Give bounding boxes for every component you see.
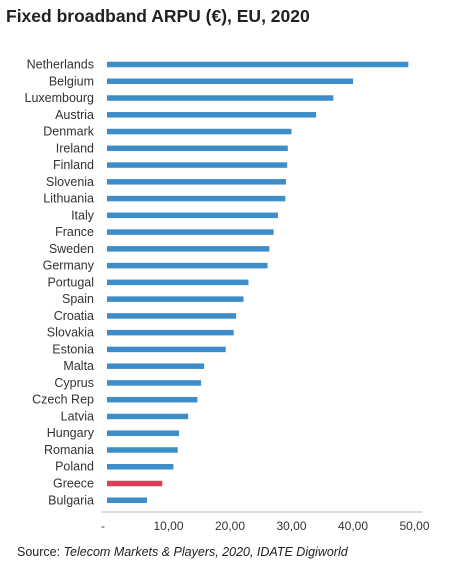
category-label-luxembourg: Luxembourg: [25, 91, 95, 105]
bar-romania: [107, 447, 178, 453]
category-label-portugal: Portugal: [47, 275, 94, 289]
bar-france: [107, 229, 274, 235]
bars: [107, 61, 409, 504]
bar-germany: [107, 262, 268, 269]
bar-poland: [107, 463, 174, 470]
bar-malta: [107, 363, 205, 369]
category-label-belgium: Belgium: [49, 74, 94, 88]
category-label-spain: Spain: [62, 292, 94, 306]
bar-lithuania: [107, 195, 286, 202]
category-label-latvia: Latvia: [61, 409, 94, 423]
category-label-sweden: Sweden: [49, 242, 94, 256]
bar-slovakia: [107, 329, 234, 336]
category-label-denmark: Denmark: [43, 125, 94, 139]
bar-hungary: [107, 430, 179, 436]
category-label-slovenia: Slovenia: [46, 175, 94, 189]
x-tick-label: 50,00: [399, 519, 429, 533]
bar-ireland: [107, 145, 288, 152]
x-tick-label: 40,00: [338, 519, 368, 533]
category-label-croatia: Croatia: [54, 309, 94, 323]
category-label-bulgaria: Bulgaria: [48, 493, 94, 507]
category-label-greece: Greece: [53, 477, 94, 491]
x-tick-labels: - 10,00 20,00 30,00 40,00 50,00: [101, 519, 430, 533]
source-prefix: Source:: [17, 545, 64, 559]
category-label-cyprus: Cyprus: [54, 376, 94, 390]
category-label-italy: Italy: [71, 208, 95, 222]
x-tick-label: 10,00: [153, 519, 183, 533]
category-labels: Netherlands Belgium Luxembourg Austria Denma…: [25, 58, 95, 508]
category-label-lithuania: Lithuania: [43, 192, 94, 206]
bar-czech-rep: [107, 396, 198, 403]
bar-bulgaria: [107, 497, 147, 504]
bar-estonia: [107, 346, 226, 353]
source-text: Telecom Markets & Players, 2020, IDATE D…: [63, 545, 348, 559]
bar-spain: [107, 296, 244, 302]
category-label-ireland: Ireland: [56, 141, 94, 155]
bar-netherlands: [107, 61, 409, 68]
bar-greece: [107, 480, 163, 487]
category-label-germany: Germany: [43, 259, 95, 273]
bar-luxembourg: [107, 95, 334, 101]
category-label-estonia: Estonia: [52, 342, 94, 356]
category-label-malta: Malta: [63, 359, 94, 373]
bar-sweden: [107, 246, 270, 252]
category-label-finland: Finland: [53, 158, 94, 172]
bar-finland: [107, 162, 288, 168]
bar-italy: [107, 212, 278, 219]
category-label-hungary: Hungary: [47, 426, 95, 440]
category-label-slovakia: Slovakia: [47, 326, 94, 340]
bar-slovenia: [107, 179, 286, 185]
bar-chart: Netherlands Belgium Luxembourg Austria Denma…: [25, 58, 430, 534]
x-tick-label: -: [101, 519, 105, 533]
bar-belgium: [107, 78, 353, 85]
bar-austria: [107, 112, 317, 118]
x-tick-label: 20,00: [215, 519, 245, 533]
category-label-czech-rep: Czech Rep: [32, 393, 94, 407]
bar-denmark: [107, 128, 292, 135]
category-label-poland: Poland: [55, 460, 94, 474]
bar-croatia: [107, 313, 237, 319]
category-label-austria: Austria: [55, 108, 94, 122]
category-label-netherlands: Netherlands: [27, 58, 94, 72]
bar-portugal: [107, 279, 249, 286]
x-tick-label: 30,00: [276, 519, 306, 533]
bar-cyprus: [107, 380, 202, 386]
source-note: Source: Telecom Markets & Players, 2020,…: [17, 545, 348, 559]
category-label-romania: Romania: [44, 443, 94, 457]
chart-title: Fixed broadband ARPU (€), EU, 2020: [6, 6, 310, 26]
bar-latvia: [107, 413, 189, 420]
category-label-france: France: [55, 225, 94, 239]
